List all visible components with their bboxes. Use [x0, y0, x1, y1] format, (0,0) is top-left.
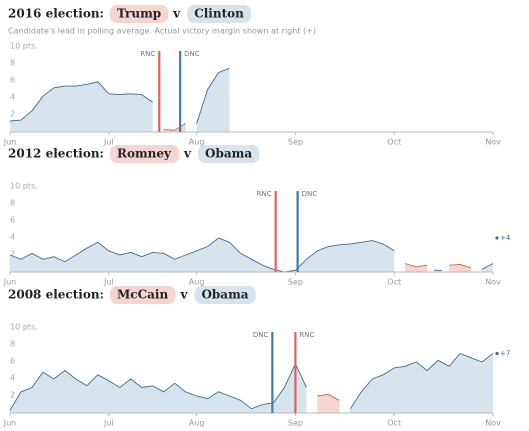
y-tick-label: 6	[10, 216, 15, 225]
y-tick-label: 6	[10, 357, 15, 366]
x-tick-label: Aug	[189, 138, 205, 147]
line	[9, 237, 395, 273]
area	[482, 263, 493, 272]
line	[449, 263, 472, 269]
chart-title: 2008 election:	[8, 288, 104, 302]
y-tick-label: 4	[10, 374, 15, 383]
candidate-name: Obama	[205, 147, 252, 161]
x-tick-label: Jun	[3, 278, 17, 287]
x-tick-label: Aug	[189, 278, 205, 287]
candidate-pill	[109, 145, 180, 163]
convention-label: DNC	[184, 50, 200, 58]
candidate-name: McCain	[117, 288, 168, 302]
convention-label: RNC	[257, 190, 272, 198]
candidate-pill	[198, 145, 260, 163]
x-tick-label: Sep	[288, 138, 303, 147]
chart-title: 2016 election:	[8, 7, 104, 21]
versus: v	[179, 288, 188, 302]
y-tick-label: 4	[10, 93, 15, 102]
line	[196, 67, 230, 124]
y-tick-label: 2	[10, 391, 15, 400]
candidate-name: Trump	[117, 7, 161, 21]
line	[163, 123, 186, 131]
candidate-name: Clinton	[194, 7, 244, 21]
x-tick-label: Jun	[3, 138, 17, 147]
candidate-name: Obama	[201, 288, 248, 302]
x-tick-label: Sep	[288, 278, 303, 287]
y-tick-label: 10 pts.	[10, 323, 38, 332]
line	[481, 263, 494, 270]
chart-title: 2012 election:	[8, 147, 104, 161]
versus: v	[183, 147, 192, 161]
area	[10, 81, 153, 132]
y-tick-label: 2	[10, 250, 15, 259]
line	[405, 263, 428, 268]
area	[449, 264, 472, 272]
candidate-pill	[187, 5, 252, 23]
line	[9, 362, 307, 411]
y-tick-label: 6	[10, 76, 15, 85]
x-tick-label: Nov	[485, 138, 501, 147]
y-tick-label: 8	[10, 340, 15, 349]
x-tick-label: Oct	[387, 138, 401, 147]
candidate-pill	[109, 5, 169, 23]
panel: 2008 election: McCain v Obama 2 4 6 8 10 pts. Jun…	[3, 286, 510, 428]
y-tick-label: 8	[10, 199, 15, 208]
final-margin-label: +7	[500, 350, 510, 358]
panel: 2012 election: Romney v Obama 2 4 6 8 10 pts. Jun…	[3, 145, 511, 287]
candidate-pill	[194, 286, 256, 304]
convention-label: DNC	[253, 331, 269, 339]
convention-label: RNC	[140, 50, 155, 58]
x-tick-label: Sep	[288, 419, 303, 428]
final-margin-dot	[495, 236, 499, 240]
x-tick-label: Oct	[387, 278, 401, 287]
subtitle: Candidate's lead in polling average. Act…	[8, 27, 316, 36]
versus: v	[172, 7, 181, 21]
convention-label: DNC	[302, 190, 318, 198]
x-tick-label: Nov	[485, 419, 501, 428]
panel: 2016 election: Trump v Clinton Candidate's l…	[3, 5, 501, 147]
area	[196, 68, 230, 132]
y-tick-label: 4	[10, 233, 15, 242]
final-margin-label: +4	[500, 234, 511, 242]
area	[10, 363, 307, 413]
x-tick-label: Jul	[103, 419, 114, 428]
area	[10, 238, 395, 272]
convention-label: RNC	[299, 331, 314, 339]
x-tick-label: Jul	[103, 278, 114, 287]
line	[349, 352, 494, 410]
candidate-name: Romney	[117, 147, 172, 161]
x-tick-label: Oct	[387, 419, 401, 428]
x-tick-label: Nov	[485, 278, 501, 287]
line	[9, 81, 153, 122]
y-tick-label: 8	[10, 59, 15, 68]
area	[317, 394, 340, 413]
area	[350, 353, 493, 413]
x-tick-label: Aug	[189, 419, 205, 428]
y-tick-label: 10 pts.	[10, 42, 38, 51]
y-tick-label: 2	[10, 110, 15, 119]
x-tick-label: Jul	[103, 138, 114, 147]
y-tick-label: 10 pts.	[10, 182, 38, 191]
final-margin-dot	[495, 351, 499, 356]
candidate-pill	[109, 286, 176, 304]
line	[317, 393, 340, 401]
x-tick-label: Jun	[3, 419, 17, 428]
